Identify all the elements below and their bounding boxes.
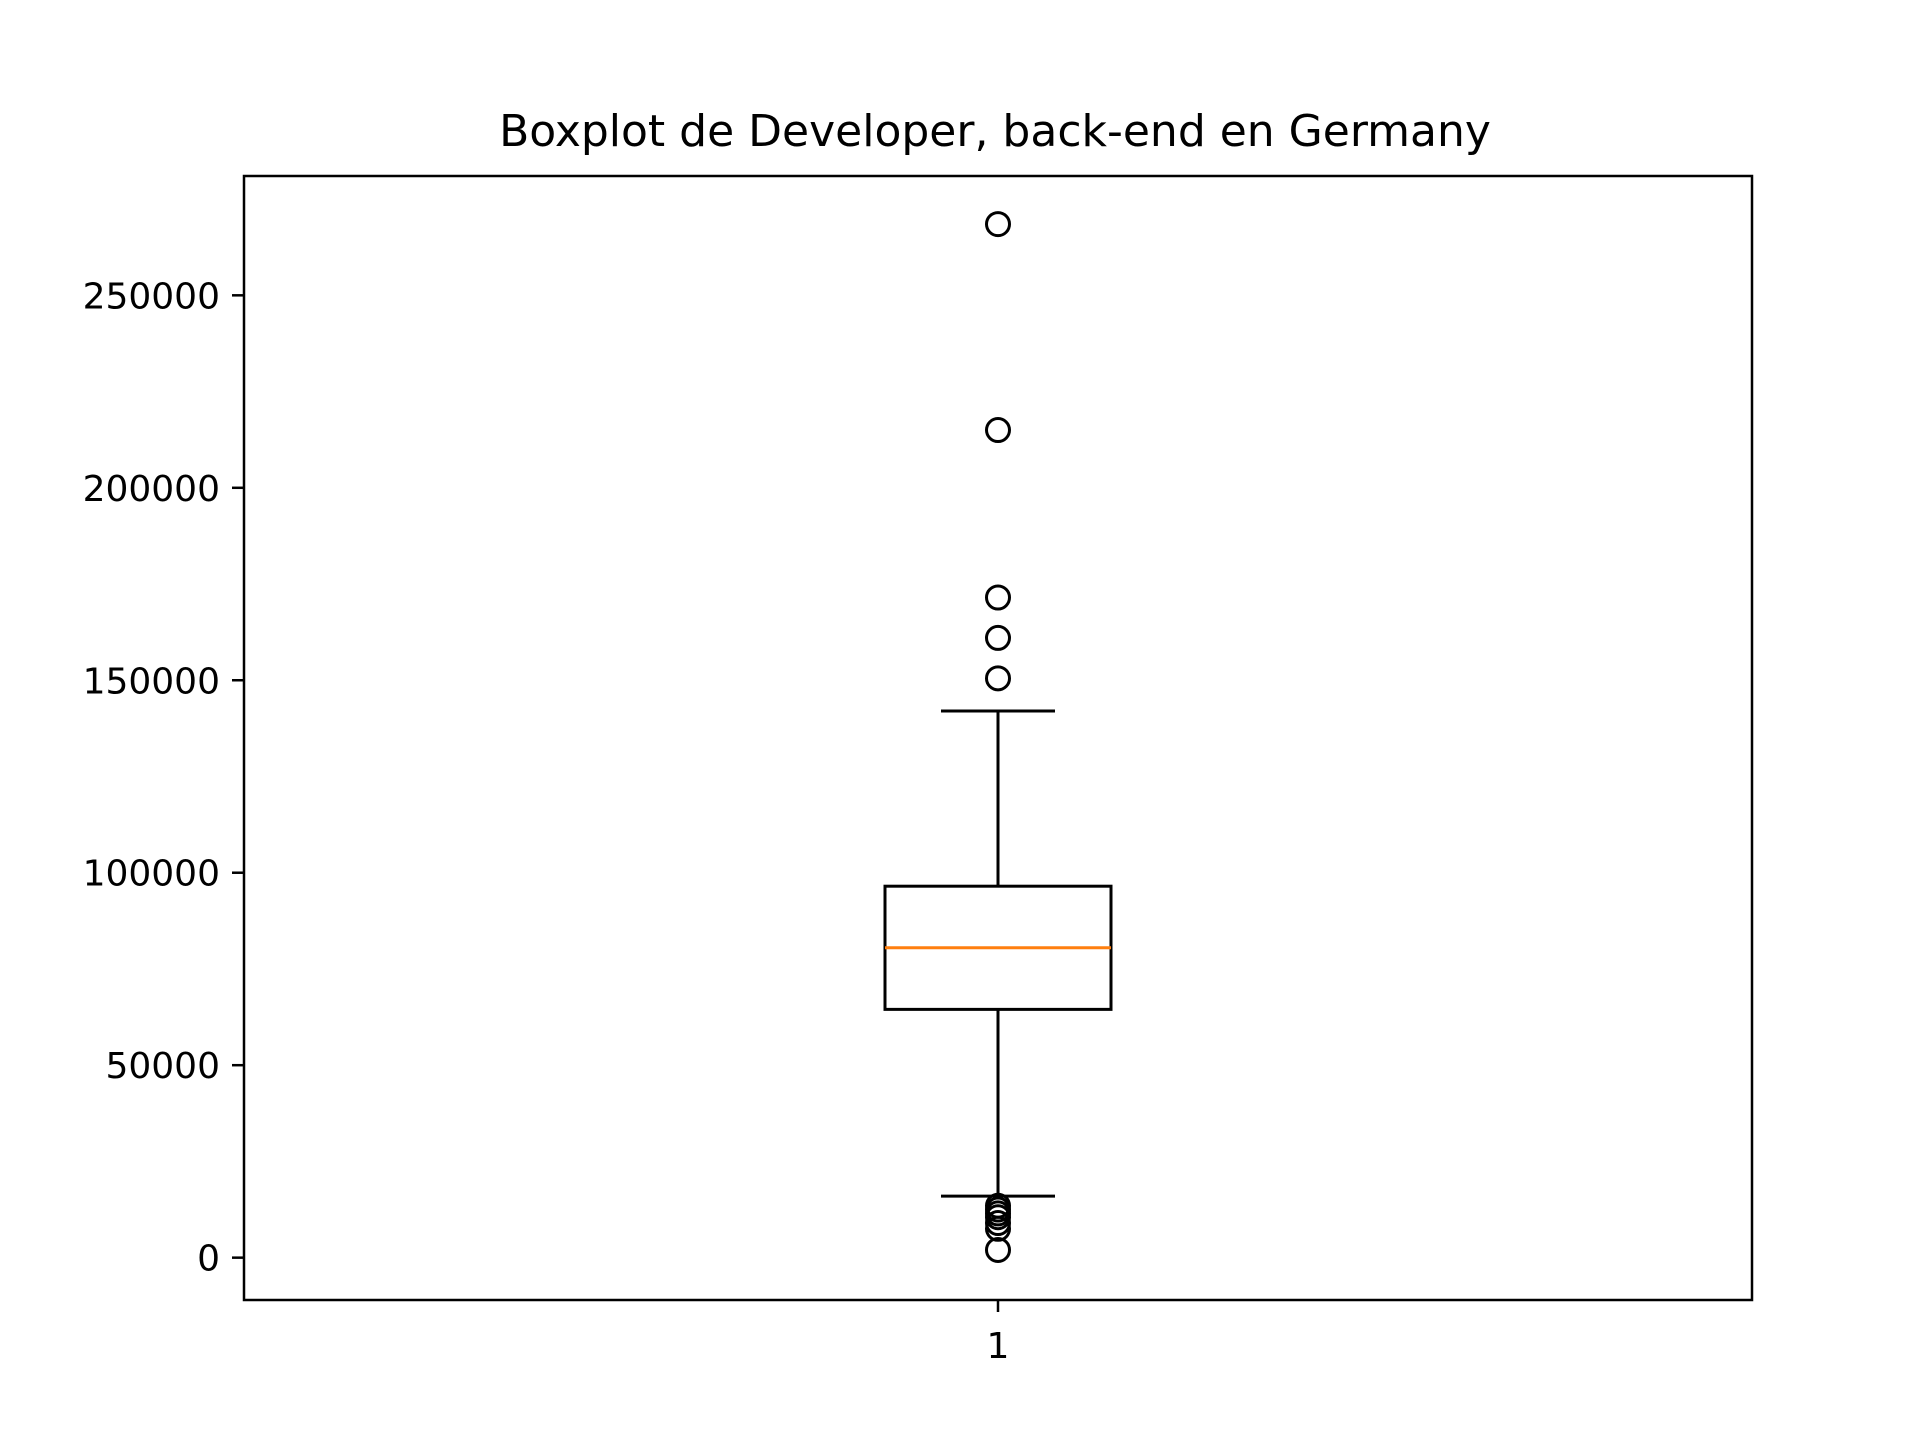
outlier-point — [985, 1236, 1011, 1263]
x-axis: 1 — [987, 1300, 1010, 1367]
x-tick-label: 1 — [987, 1326, 1010, 1367]
outlier-point — [985, 211, 1011, 238]
y-tick-label: 200000 — [83, 469, 220, 510]
chart-title: Boxplot de Developer, back-end en German… — [499, 106, 1491, 157]
y-tick-label: 50000 — [105, 1046, 220, 1087]
y-tick-label: 100000 — [83, 854, 220, 895]
plot-area — [883, 211, 1113, 1263]
outlier-point — [985, 1192, 1011, 1219]
y-tick-label: 250000 — [83, 276, 220, 317]
y-tick-label: 150000 — [83, 661, 220, 702]
outlier-point — [985, 665, 1011, 692]
outlier-point — [985, 584, 1011, 611]
y-axis: 0 50000 100000 150000 200000 250000 — [83, 276, 244, 1280]
y-tick-label: 0 — [197, 1239, 220, 1280]
outlier-point — [985, 624, 1011, 651]
outlier-point — [985, 417, 1011, 444]
